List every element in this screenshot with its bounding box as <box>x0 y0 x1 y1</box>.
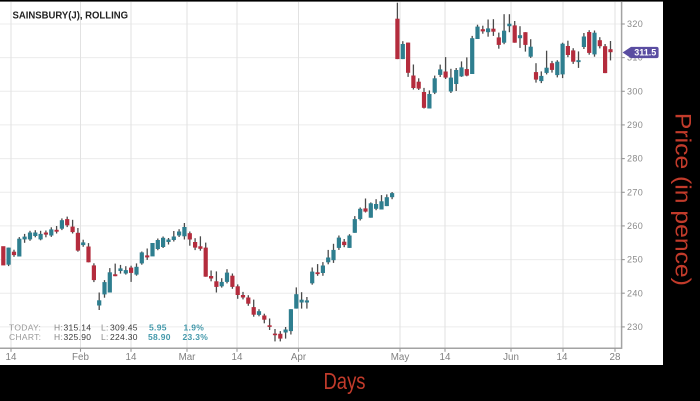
svg-text:May: May <box>391 352 410 363</box>
svg-text:5.95: 5.95 <box>149 322 167 332</box>
svg-text:SAINSBURY(J), ROLLING: SAINSBURY(J), ROLLING <box>13 10 129 21</box>
svg-text:Mar: Mar <box>179 352 197 363</box>
svg-text:224.30: 224.30 <box>110 332 138 342</box>
svg-text:H:: H: <box>54 322 63 332</box>
svg-text:Jun: Jun <box>503 352 519 363</box>
svg-text:320: 320 <box>627 19 643 29</box>
svg-text:Price (in pence): Price (in pence) <box>671 113 696 286</box>
svg-text:CHART:: CHART: <box>9 332 41 342</box>
svg-text:Days: Days <box>324 368 366 394</box>
svg-text:1.9%: 1.9% <box>184 322 205 332</box>
svg-text:280: 280 <box>627 154 643 164</box>
svg-text:315.14: 315.14 <box>64 322 92 332</box>
svg-text:325.90: 325.90 <box>64 332 92 342</box>
svg-text:309.45: 309.45 <box>110 322 138 332</box>
svg-text:TODAY:: TODAY: <box>9 322 41 332</box>
svg-text:L:: L: <box>101 322 109 332</box>
svg-text:14: 14 <box>126 352 137 363</box>
svg-text:300: 300 <box>627 86 643 96</box>
svg-text:270: 270 <box>627 187 643 197</box>
svg-text:L:: L: <box>101 332 109 342</box>
svg-text:260: 260 <box>627 221 643 231</box>
svg-text:250: 250 <box>627 255 643 265</box>
svg-text:230: 230 <box>627 322 643 332</box>
svg-text:14: 14 <box>557 352 568 363</box>
svg-text:14: 14 <box>440 352 451 363</box>
svg-text:Feb: Feb <box>72 352 89 363</box>
svg-text:311.5: 311.5 <box>634 48 656 58</box>
svg-text:14: 14 <box>6 352 17 363</box>
svg-text:58.90: 58.90 <box>148 332 171 342</box>
svg-text:290: 290 <box>627 120 643 130</box>
svg-text:H:: H: <box>54 332 63 342</box>
svg-text:23.3%: 23.3% <box>183 332 209 342</box>
svg-text:28: 28 <box>610 352 621 363</box>
svg-text:Apr: Apr <box>291 352 307 363</box>
svg-text:14: 14 <box>232 352 243 363</box>
svg-text:240: 240 <box>627 288 643 298</box>
